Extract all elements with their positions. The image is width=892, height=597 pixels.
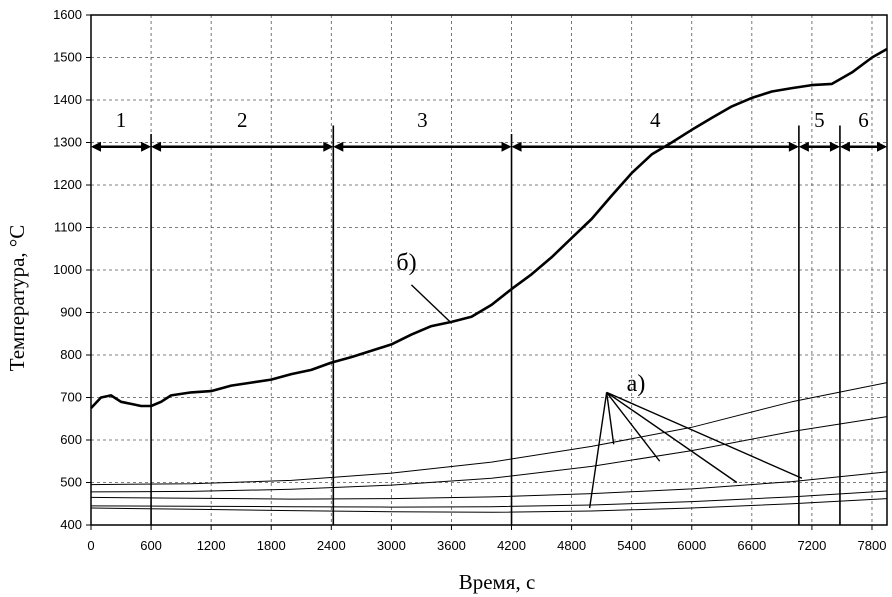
- y-tick-labels: 400 500 600 700 800 900 1000 1100 1200 1300 1400 15…: [53, 7, 82, 532]
- y-tick-label: 1500: [53, 50, 82, 65]
- grid: [86, 14, 887, 530]
- x-tick-label: 2400: [317, 538, 346, 553]
- x-tick-label: 3000: [377, 538, 406, 553]
- stage-arrowhead-left: [511, 141, 522, 152]
- x-axis-label: Время, с: [459, 570, 536, 594]
- stage-arrowhead-left: [333, 141, 344, 152]
- x-tick-label: 5400: [617, 538, 646, 553]
- series-a-leader: [605, 392, 615, 445]
- x-tick-label: 4200: [497, 538, 526, 553]
- y-tick-label: 1200: [53, 177, 82, 192]
- stage-arrowhead-left: [151, 141, 162, 152]
- annotations: б) а): [396, 250, 803, 509]
- x-tick-label: 1800: [257, 538, 286, 553]
- series-b-leader: [410, 284, 452, 324]
- y-tick-label: 900: [60, 305, 82, 320]
- y-tick-label: 600: [60, 432, 82, 447]
- stage-number-label: 2: [237, 108, 248, 132]
- x-tick-label: 0: [87, 538, 94, 553]
- series-a-line: [90, 471, 888, 500]
- y-tick-label: 700: [60, 390, 82, 405]
- stage-arrowhead-left: [798, 141, 809, 152]
- stage-number-label: 6: [858, 108, 869, 132]
- stage-number-label: 1: [116, 108, 127, 132]
- y-tick-label: 800: [60, 347, 82, 362]
- series-a-line: [90, 416, 888, 493]
- stage-arrowhead-right: [829, 141, 840, 152]
- y-tick-label: 500: [60, 475, 82, 490]
- y-tick-label: 1300: [53, 135, 82, 150]
- y-tick-label: 1000: [53, 262, 82, 277]
- y-tick-label: 1600: [53, 7, 82, 22]
- stage-number-label: 5: [814, 108, 825, 132]
- series-a-leader: [606, 391, 738, 484]
- y-tick-label: 1400: [53, 92, 82, 107]
- x-tick-label: 7800: [858, 538, 887, 553]
- stage-boundaries: [150, 125, 841, 525]
- stage-arrowhead-left: [839, 141, 850, 152]
- series-a-leader: [588, 392, 608, 509]
- y-axis-label: Температура, °C: [5, 225, 29, 372]
- stage-arrowhead-right: [141, 141, 152, 152]
- series-a-leader: [606, 391, 803, 479]
- series-b-label: б): [396, 250, 416, 276]
- plot-frame: [90, 14, 888, 526]
- x-tick-label: 3600: [437, 538, 466, 553]
- series-a-label: а): [627, 371, 646, 397]
- x-tick-label: 7200: [797, 538, 826, 553]
- y-tick-label: 400: [60, 517, 82, 532]
- stage-arrowhead-right: [877, 141, 887, 152]
- y-tick-label: 1100: [54, 220, 82, 235]
- stage-number-label: 4: [650, 108, 661, 132]
- stage-arrowhead-right: [788, 141, 799, 152]
- series-a-leader: [606, 391, 661, 462]
- series-a-line: [90, 382, 888, 486]
- stage-arrowhead-left: [91, 141, 101, 152]
- x-tick-label: 1200: [197, 538, 226, 553]
- series-b-line: [90, 47, 888, 409]
- x-tick-labels: 0 600 1200 1800 2400 3000 3600 4200 4800 5400 6000…: [87, 538, 886, 553]
- x-tick-label: 6000: [677, 538, 706, 553]
- x-tick-label: 4800: [557, 538, 586, 553]
- series-a-line: [90, 490, 888, 508]
- stage-number-label: 3: [417, 108, 428, 132]
- stage-arrowhead-right: [323, 141, 334, 152]
- series-group: [90, 47, 888, 513]
- stage-arrows: 1 2 3 4 5 6: [91, 108, 887, 152]
- series-a-line: [90, 498, 888, 513]
- stage-arrowhead-right: [501, 141, 512, 152]
- x-tick-label: 600: [140, 538, 162, 553]
- x-tick-label: 6600: [737, 538, 766, 553]
